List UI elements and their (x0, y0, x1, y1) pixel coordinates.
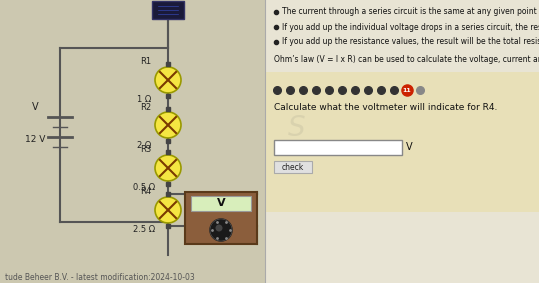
Bar (274, 161, 312, 173)
Text: S: S (288, 114, 306, 142)
Circle shape (155, 67, 181, 93)
Text: 2.5 Ω: 2.5 Ω (133, 226, 155, 235)
Circle shape (155, 112, 181, 138)
Text: 12 V: 12 V (25, 136, 45, 145)
Text: 1 Ω: 1 Ω (137, 95, 151, 104)
Text: V: V (217, 198, 225, 209)
Text: 2 Ω: 2 Ω (137, 140, 151, 149)
Text: If you add up the resistance values, the result will be the total resis: If you add up the resistance values, the… (282, 38, 539, 46)
Text: V: V (32, 102, 38, 112)
Bar (191, 196, 251, 211)
Circle shape (216, 224, 223, 231)
Bar (274, 140, 402, 155)
Text: check: check (282, 162, 304, 171)
Text: Calculate what the voltmeter will indicate for R4.: Calculate what the voltmeter will indica… (274, 102, 497, 112)
Bar (185, 192, 257, 244)
Text: If you add up the individual voltage drops in a series circuit, the res: If you add up the individual voltage dro… (282, 23, 539, 31)
Circle shape (155, 155, 181, 181)
Bar (152, 1, 184, 19)
Text: tude Beheer B.V. - latest modification:2024-10-03: tude Beheer B.V. - latest modification:2… (5, 273, 195, 282)
Bar (0, 0, 265, 283)
Circle shape (155, 197, 181, 223)
Text: R4: R4 (141, 188, 151, 196)
Bar (265, 72, 539, 212)
Text: 0.5 Ω: 0.5 Ω (133, 183, 155, 192)
Circle shape (210, 219, 232, 241)
Text: R3: R3 (140, 145, 151, 155)
Text: The current through a series circuit is the same at any given point: The current through a series circuit is … (282, 8, 537, 16)
Text: 11: 11 (403, 87, 411, 93)
Bar (265, 0, 539, 283)
Text: R1: R1 (141, 57, 151, 67)
Text: Ohm’s law (V = I x R) can be used to calculate the voltage, current and: Ohm’s law (V = I x R) can be used to cal… (274, 55, 539, 65)
Text: V: V (406, 143, 413, 153)
Text: R2: R2 (141, 102, 151, 112)
